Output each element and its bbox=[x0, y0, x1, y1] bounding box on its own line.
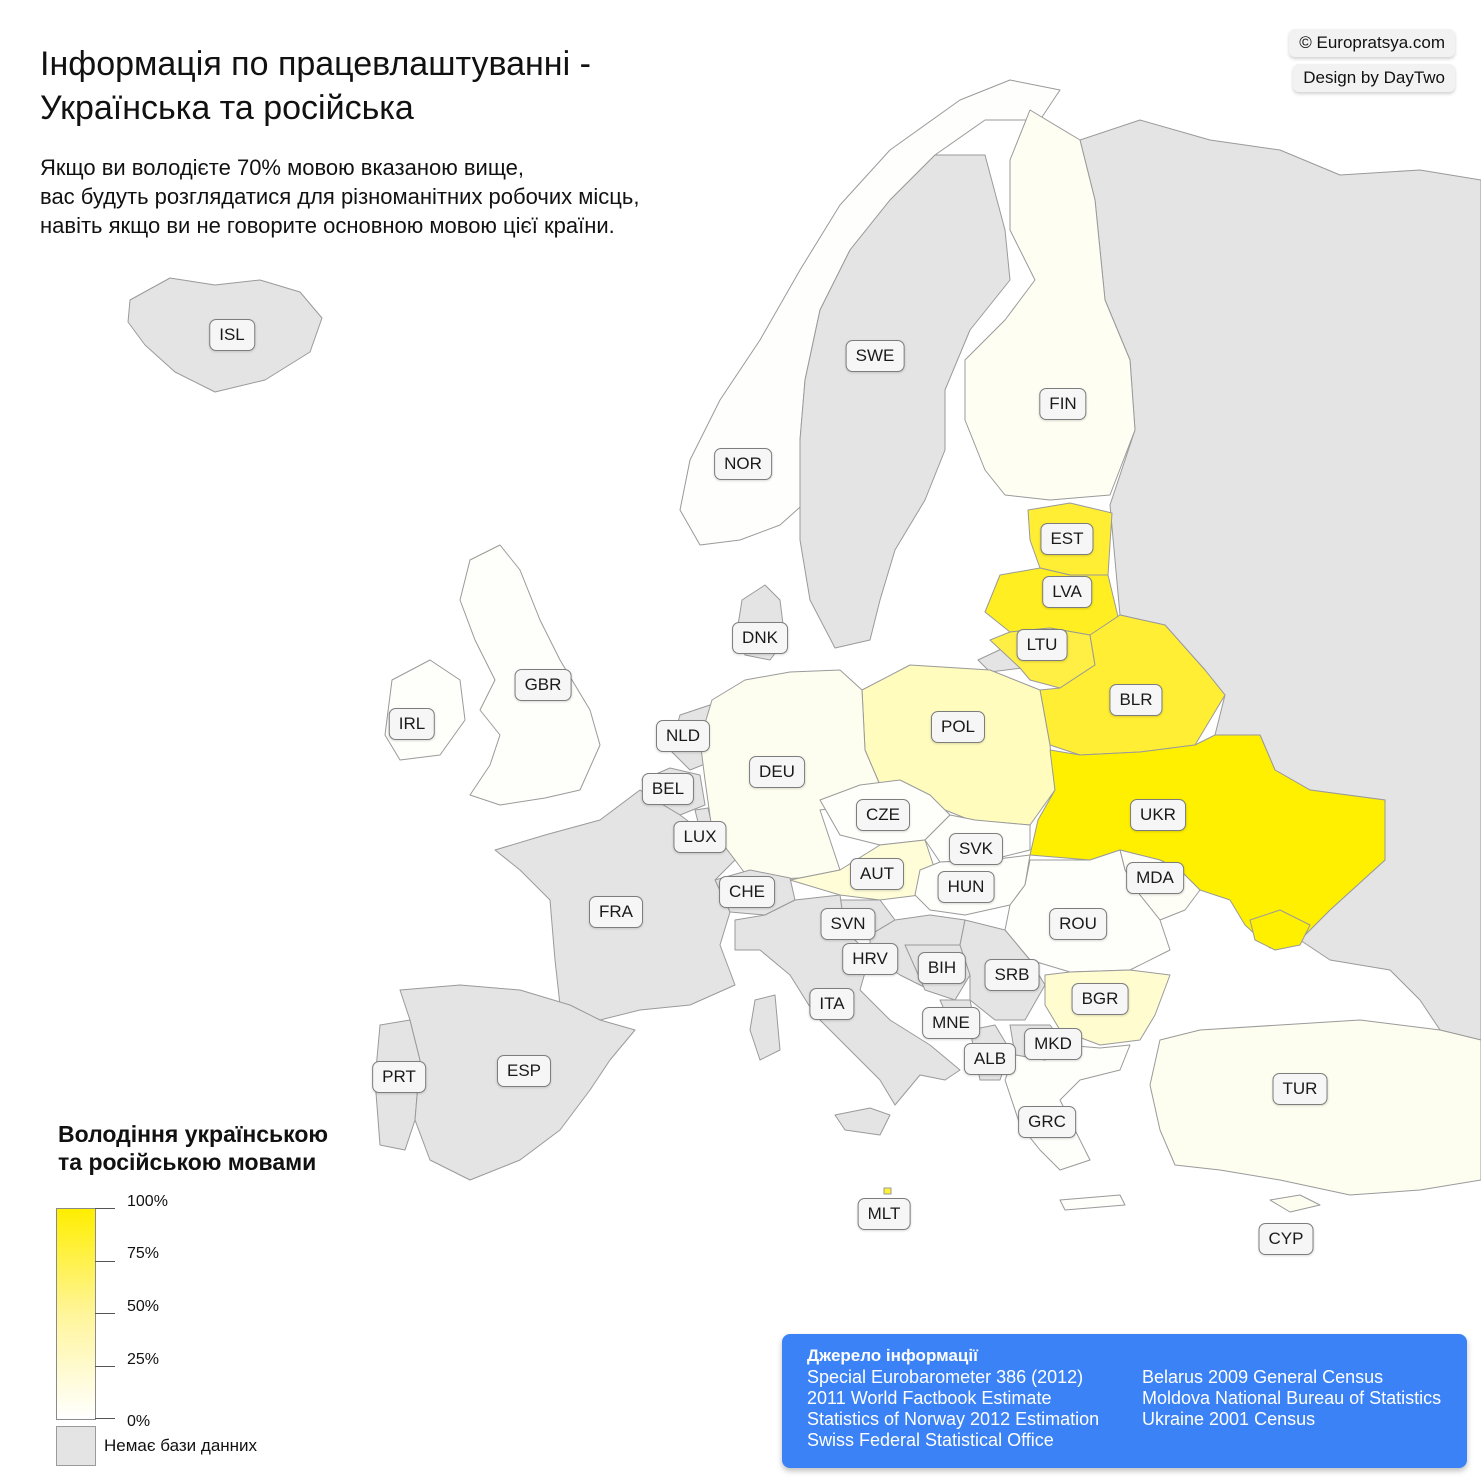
legend-title-line-1: Володіння українською bbox=[58, 1121, 329, 1147]
country-label-ukr[interactable]: UKR bbox=[1130, 799, 1186, 831]
legend-tick-0 bbox=[95, 1418, 115, 1419]
region-sardinia bbox=[749, 994, 781, 1061]
country-label-cyp[interactable]: CYP bbox=[1258, 1223, 1314, 1255]
source-item: Special Eurobarometer 386 (2012) bbox=[807, 1367, 1084, 1387]
country-label-blr[interactable]: BLR bbox=[1109, 684, 1163, 716]
sources-title: Джерело інформації bbox=[807, 1346, 978, 1365]
legend-tick-25 bbox=[95, 1366, 115, 1367]
legend-tick-label-25: 25% bbox=[127, 1351, 160, 1368]
region-swe bbox=[799, 154, 1011, 649]
legend-tick-75 bbox=[95, 1261, 115, 1262]
country-label-svn[interactable]: SVN bbox=[820, 908, 876, 940]
region-tur bbox=[1149, 1019, 1481, 1196]
region-mlt bbox=[883, 1187, 892, 1195]
country-label-pol[interactable]: POL bbox=[930, 711, 986, 743]
country-label-nld[interactable]: NLD bbox=[655, 720, 711, 752]
country-label-ltu[interactable]: LTU bbox=[1016, 629, 1068, 661]
country-label-deu[interactable]: DEU bbox=[749, 756, 805, 788]
country-label-dnk[interactable]: DNK bbox=[732, 622, 788, 654]
legend-tick-label-75: 75% bbox=[127, 1245, 160, 1262]
legend-no-data-label: Немає бази данних bbox=[104, 1436, 258, 1455]
site-credit-badge[interactable]: © Europratsya.com bbox=[1289, 29, 1455, 57]
country-label-aut[interactable]: AUT bbox=[850, 858, 904, 890]
legend-title-line-2: та російською мовами bbox=[58, 1149, 317, 1175]
source-item: Swiss Federal Statistical Office bbox=[807, 1430, 1054, 1450]
country-label-srb[interactable]: SRB bbox=[984, 959, 1040, 991]
design-credit-badge[interactable]: Design by DayTwo bbox=[1293, 64, 1455, 92]
country-label-hrv[interactable]: HRV bbox=[842, 943, 898, 975]
source-item: Ukraine 2001 Census bbox=[1142, 1409, 1316, 1429]
country-label-mlt[interactable]: MLT bbox=[857, 1198, 911, 1230]
source-item: Belarus 2009 General Census bbox=[1142, 1367, 1384, 1387]
source-item: Statistics of Norway 2012 Estimation bbox=[807, 1409, 1100, 1429]
legend-tick-label-0: 0% bbox=[127, 1413, 151, 1430]
source-item: Moldova National Bureau of Statistics bbox=[1142, 1388, 1442, 1408]
country-label-alb[interactable]: ALB bbox=[963, 1043, 1017, 1075]
legend-tick-label-50: 50% bbox=[127, 1298, 160, 1315]
subtitle-line-2: вас будуть розглядатися для різноманітни… bbox=[40, 184, 640, 209]
country-label-fra[interactable]: FRA bbox=[589, 896, 643, 928]
region-sicily bbox=[834, 1107, 891, 1136]
country-label-svk[interactable]: SVK bbox=[948, 833, 1004, 865]
country-label-swe[interactable]: SWE bbox=[845, 340, 905, 372]
country-label-bel[interactable]: BEL bbox=[641, 773, 695, 805]
subtitle-line-3: навіть якщо ви не говорите основною мово… bbox=[40, 213, 615, 238]
legend-tick-label-100: 100% bbox=[127, 1193, 168, 1210]
country-label-lux[interactable]: LUX bbox=[673, 821, 727, 853]
country-label-mne[interactable]: MNE bbox=[922, 1007, 980, 1039]
title-line-2: Українська та російська bbox=[40, 89, 414, 127]
country-label-bgr[interactable]: BGR bbox=[1071, 983, 1129, 1015]
country-label-est[interactable]: EST bbox=[1040, 523, 1094, 555]
map-title: Інформація по працевлаштуванні - Українс… bbox=[40, 42, 740, 130]
legend-tick-100 bbox=[95, 1208, 115, 1209]
title-line-1: Інформація по працевлаштуванні - bbox=[40, 45, 591, 83]
country-label-mkd[interactable]: MKD bbox=[1024, 1028, 1082, 1060]
region-nor bbox=[679, 79, 1061, 546]
country-label-bih[interactable]: BIH bbox=[917, 952, 967, 984]
country-label-mda[interactable]: MDA bbox=[1126, 862, 1184, 894]
country-label-lva[interactable]: LVA bbox=[1042, 576, 1092, 608]
country-label-irl[interactable]: IRL bbox=[388, 708, 436, 740]
sources-panel: Джерело інформації Special Eurobarometer… bbox=[782, 1334, 1467, 1468]
country-label-fin[interactable]: FIN bbox=[1039, 388, 1087, 420]
region-fin bbox=[964, 109, 1136, 501]
country-label-hun[interactable]: HUN bbox=[937, 871, 995, 903]
legend-tick-50 bbox=[95, 1313, 115, 1314]
country-label-che[interactable]: CHE bbox=[719, 876, 775, 908]
region-crete bbox=[1059, 1194, 1126, 1211]
legend-no-data-swatch bbox=[56, 1426, 96, 1466]
region-cyp bbox=[1269, 1194, 1321, 1213]
map-subtitle: Якщо ви володієте 70% мовою вказаною вищ… bbox=[40, 153, 800, 240]
country-label-nor[interactable]: NOR bbox=[714, 448, 772, 480]
source-item: 2011 World Factbook Estimate bbox=[807, 1388, 1052, 1408]
region-crimea bbox=[1249, 909, 1311, 951]
subtitle-line-1: Якщо ви володієте 70% мовою вказаною вищ… bbox=[40, 155, 525, 180]
country-label-rou[interactable]: ROU bbox=[1049, 908, 1107, 940]
country-label-esp[interactable]: ESP bbox=[496, 1055, 552, 1087]
country-label-ita[interactable]: ITA bbox=[809, 988, 855, 1020]
legend-title: Володіння українською та російською мова… bbox=[58, 1120, 378, 1176]
country-label-prt[interactable]: PRT bbox=[372, 1061, 426, 1093]
legend-gradient-bar bbox=[56, 1208, 96, 1420]
country-label-gbr[interactable]: GBR bbox=[514, 669, 572, 701]
country-label-grc[interactable]: GRC bbox=[1018, 1106, 1076, 1138]
country-label-isl[interactable]: ISL bbox=[209, 319, 255, 351]
country-label-tur[interactable]: TUR bbox=[1272, 1073, 1328, 1105]
country-label-cze[interactable]: CZE bbox=[856, 799, 910, 831]
